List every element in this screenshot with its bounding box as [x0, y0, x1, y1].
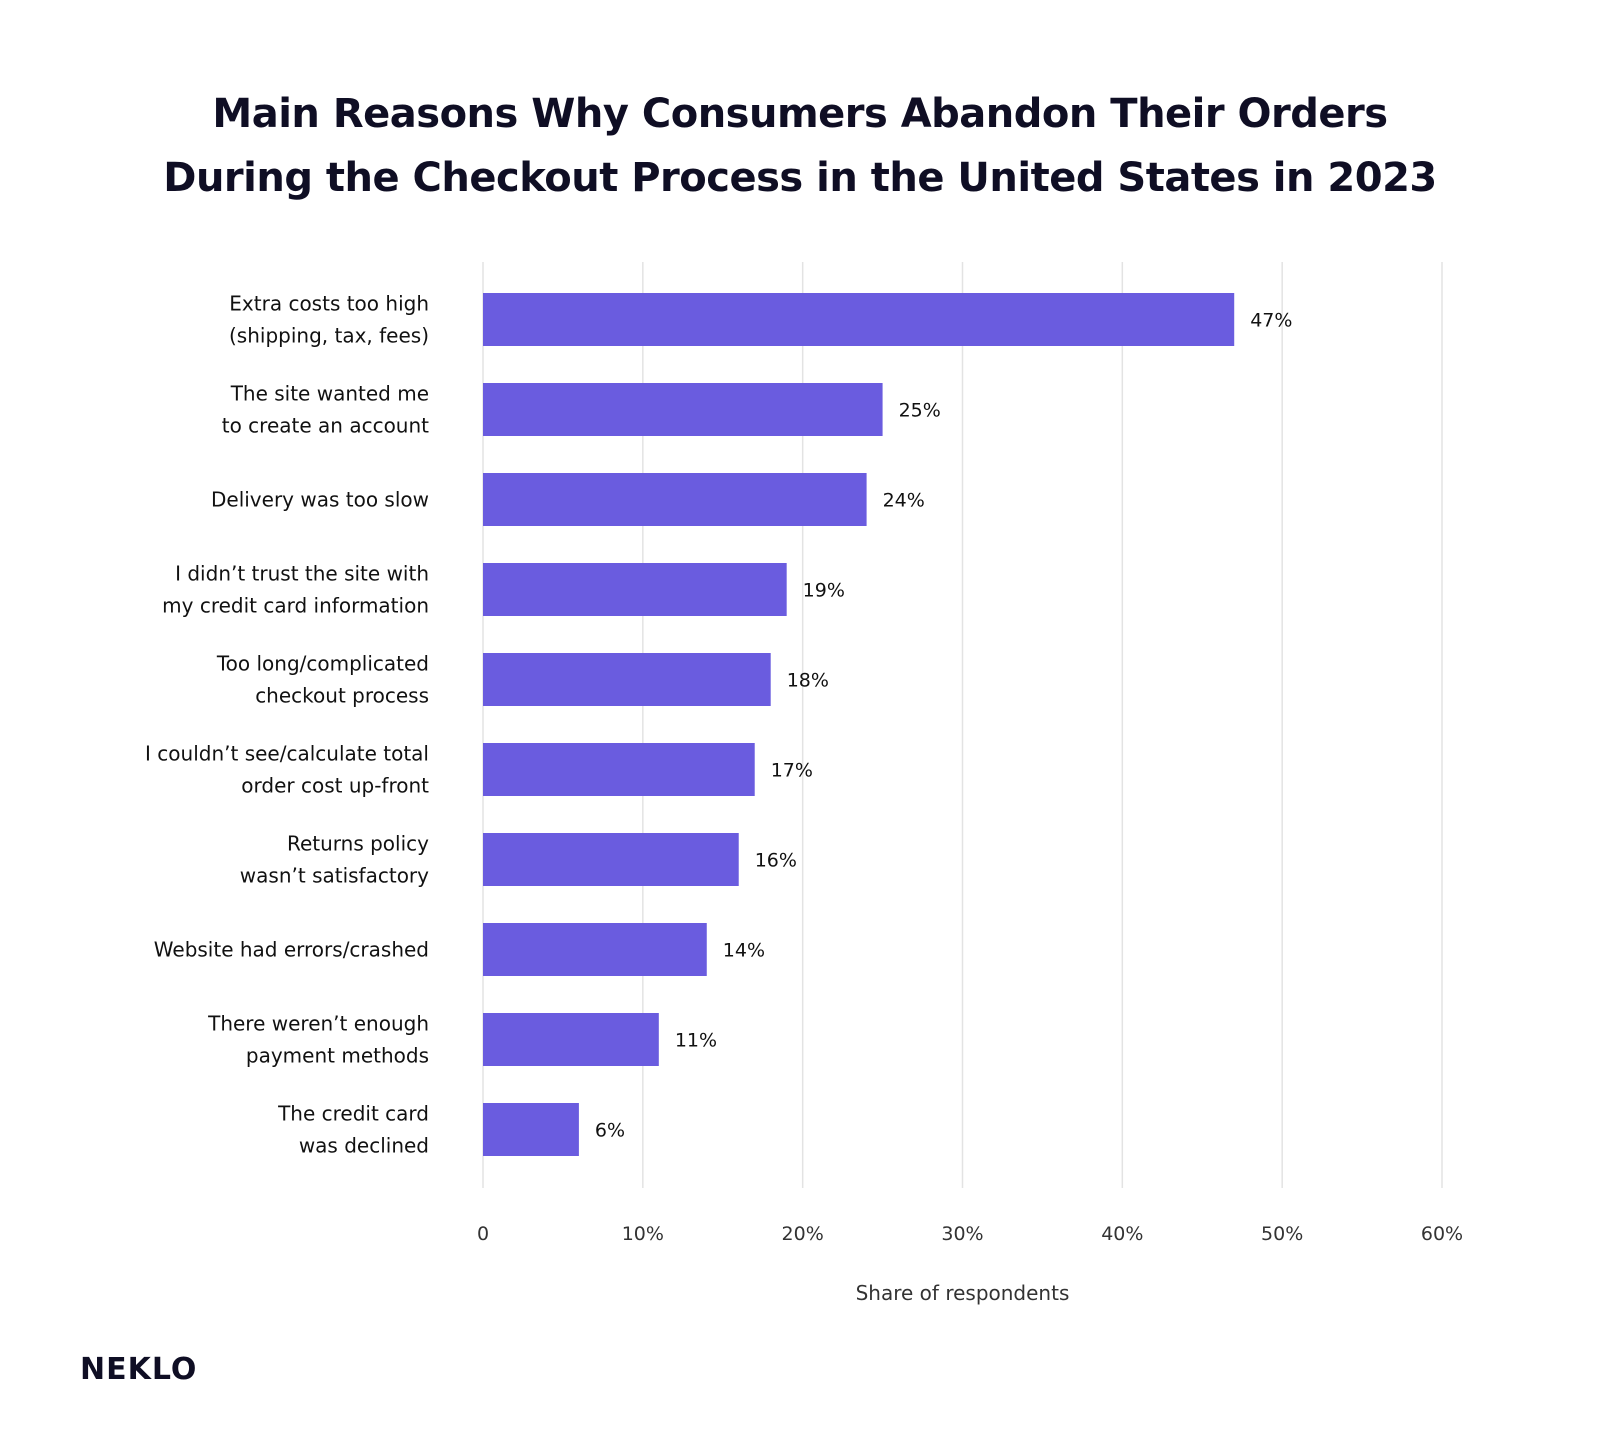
category-label-line: payment methods	[246, 1044, 429, 1068]
category-label-line: (shipping, tax, fees)	[229, 324, 429, 348]
x-axis-ticks: 0 10% 20% 30% 40% 50% 60%	[477, 1223, 1463, 1245]
category-label: I couldn’t see/calculate total order cost…	[145, 742, 429, 798]
x-tick-label: 50%	[1261, 1223, 1303, 1245]
category-label: Website had errors/crashed	[154, 938, 429, 962]
bar	[483, 563, 787, 616]
value-label: 18%	[787, 670, 829, 692]
value-labels: 47% 25% 24% 19% 18% 17% 16% 14% 11% 6%	[595, 310, 1293, 1142]
value-label: 19%	[803, 580, 845, 602]
category-label-line: wasn’t satisfactory	[240, 864, 429, 888]
bar	[483, 1103, 579, 1156]
value-label: 47%	[1250, 310, 1292, 332]
bars	[483, 293, 1235, 1156]
bar	[483, 293, 1235, 346]
x-tick-label: 20%	[782, 1223, 824, 1245]
category-label-line: Delivery was too slow	[211, 488, 429, 512]
bar	[483, 923, 707, 976]
value-label: 14%	[723, 940, 765, 962]
value-label: 16%	[755, 850, 797, 872]
category-labels: Extra costs too high (shipping, tax, fees…	[145, 292, 429, 1158]
value-label: 25%	[899, 400, 941, 422]
category-label: Too long/complicated checkout process	[216, 652, 429, 708]
value-label: 17%	[771, 760, 813, 782]
category-label-line: checkout process	[255, 684, 429, 708]
category-label: I didn’t trust the site with my credit ca…	[162, 562, 429, 618]
category-label-line: Too long/complicated	[216, 652, 429, 676]
chart-title-line-1: Main Reasons Why Consumers Abandon Their…	[212, 91, 1388, 137]
category-label-line: Extra costs too high	[229, 292, 429, 316]
bar	[483, 473, 867, 526]
category-label: The credit card was declined	[277, 1102, 429, 1158]
x-tick-label: 10%	[622, 1223, 664, 1245]
category-label-line: to create an account	[222, 414, 429, 438]
category-label: Delivery was too slow	[211, 488, 429, 512]
bar	[483, 383, 883, 436]
category-label-line: The credit card	[277, 1102, 429, 1126]
chart-title: Main Reasons Why Consumers Abandon Their…	[0, 82, 1600, 210]
value-label: 6%	[595, 1120, 625, 1142]
neklo-logo: NEKLO	[80, 1352, 198, 1387]
category-label: Extra costs too high (shipping, tax, fees…	[229, 292, 429, 348]
category-label: The site wanted me to create an account	[222, 382, 429, 438]
value-label: 11%	[675, 1030, 717, 1052]
chart-title-line-2: During the Checkout Process in the Unite…	[163, 155, 1437, 201]
category-label-line: There weren’t enough	[207, 1012, 429, 1036]
bar	[483, 1013, 659, 1066]
category-label-line: The site wanted me	[230, 382, 429, 406]
x-axis-title: Share of respondents	[856, 1281, 1070, 1305]
category-label-line: Website had errors/crashed	[154, 938, 429, 962]
x-tick-label: 30%	[941, 1223, 983, 1245]
category-label-line: Returns policy	[287, 832, 429, 856]
category-label: Returns policy wasn’t satisfactory	[240, 832, 429, 888]
bar	[483, 833, 739, 886]
category-label-line: was declined	[299, 1134, 429, 1158]
category-label-line: order cost up-front	[241, 774, 429, 798]
bar	[483, 743, 755, 796]
x-tick-label: 60%	[1421, 1223, 1463, 1245]
x-tick-label: 0	[477, 1223, 489, 1245]
category-label: There weren’t enough payment methods	[207, 1012, 429, 1068]
category-label-line: I couldn’t see/calculate total	[145, 742, 429, 766]
category-label-line: I didn’t trust the site with	[175, 562, 429, 586]
value-label: 24%	[883, 490, 925, 512]
x-tick-label: 40%	[1101, 1223, 1143, 1245]
bar	[483, 653, 771, 706]
category-label-line: my credit card information	[162, 594, 429, 618]
